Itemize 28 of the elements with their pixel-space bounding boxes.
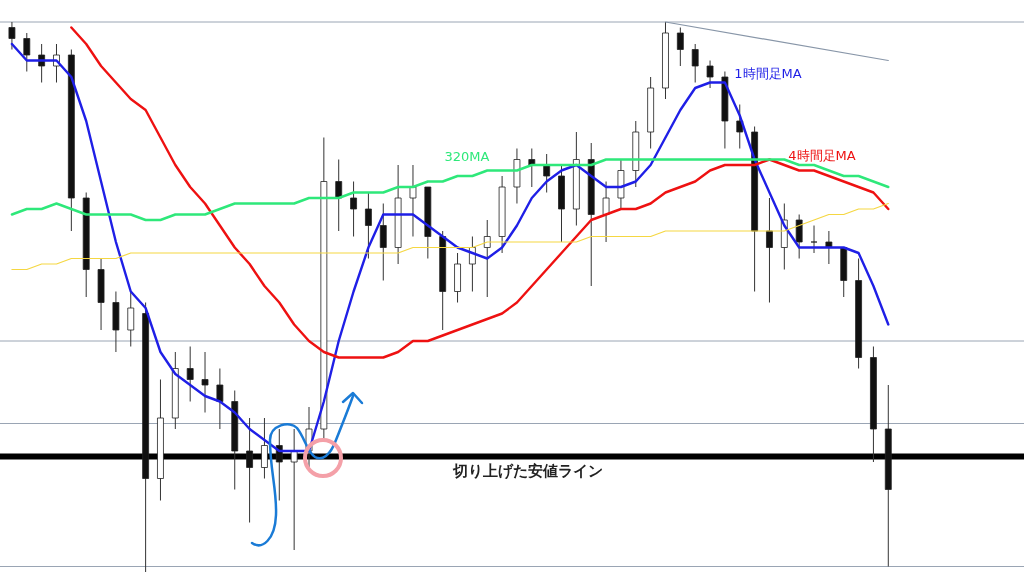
- candlestick: [365, 192, 372, 259]
- candlestick: [8, 21, 16, 50]
- candlestick: [261, 417, 268, 479]
- candlestick: [676, 27, 684, 67]
- candlestick: [543, 153, 551, 193]
- candlestick: [23, 32, 31, 72]
- candlestick: [127, 291, 135, 347]
- candlestick: [409, 164, 417, 237]
- candlestick: [246, 417, 253, 523]
- series-label: 1時間足MA: [734, 66, 802, 81]
- candlestick: [275, 428, 283, 501]
- candlestick: [691, 43, 699, 83]
- candlestick: [290, 428, 298, 551]
- candlestick: [350, 181, 357, 237]
- candlestick: [379, 203, 387, 281]
- series-label: 4時間足MA: [788, 148, 856, 163]
- candlestick: [766, 197, 773, 303]
- candlestick: [216, 368, 224, 430]
- candlestick: [201, 351, 209, 413]
- series-label: 320MA: [444, 149, 490, 164]
- ref-line-label: 切り上げた安値ライン: [452, 461, 603, 480]
- candlestick: [602, 181, 610, 243]
- candlestick: [186, 346, 194, 402]
- candlestick: [483, 219, 491, 298]
- candlestick: [795, 214, 803, 259]
- candlestick: [335, 159, 343, 232]
- candlestick: [810, 225, 818, 254]
- candlestick: [706, 60, 714, 89]
